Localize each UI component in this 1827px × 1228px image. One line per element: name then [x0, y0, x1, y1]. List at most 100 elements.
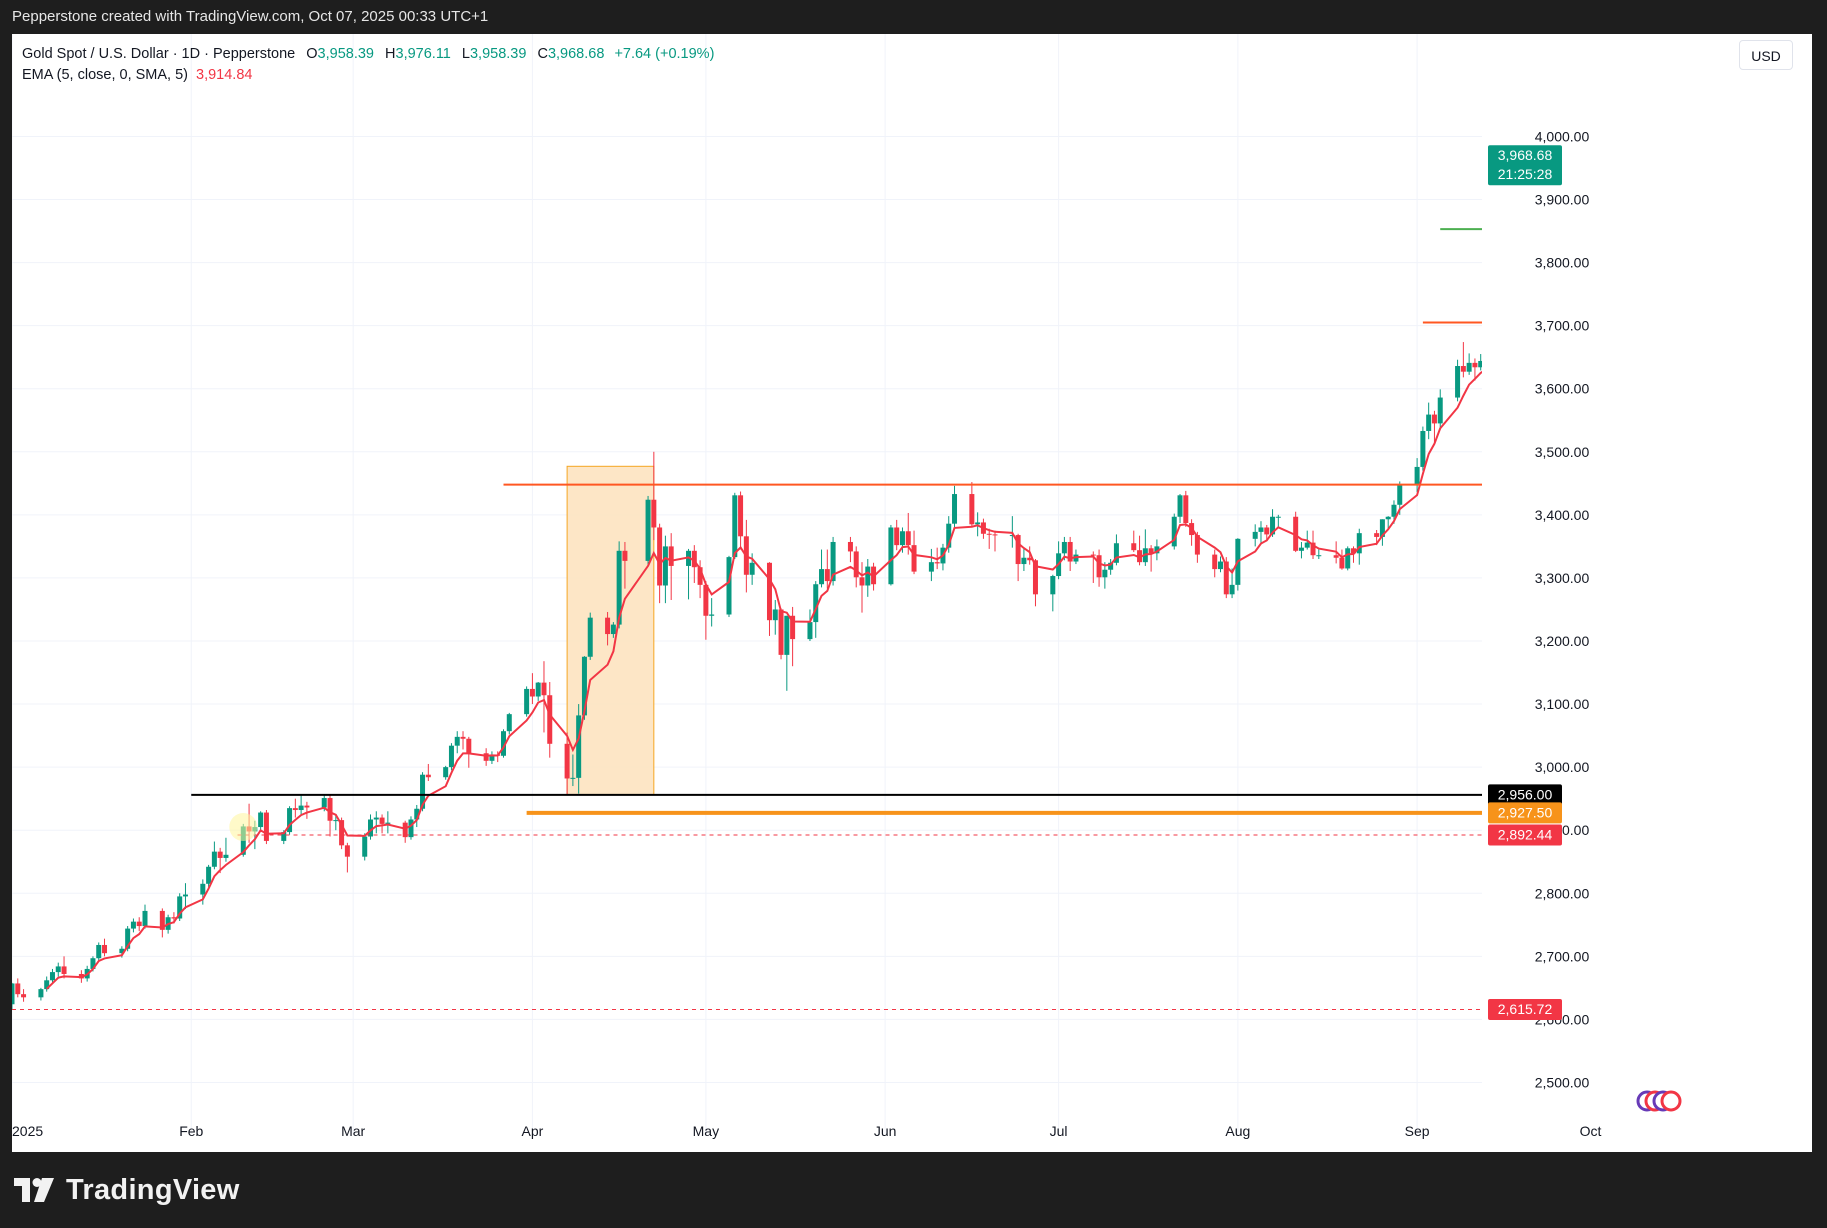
- candle: [986, 528, 992, 549]
- candle-body: [691, 550, 697, 568]
- price-axis-bg: [1482, 34, 1812, 1152]
- axis-price-label-text: 2,615.72: [1498, 1001, 1553, 1017]
- candle-body: [281, 832, 287, 841]
- candle-body: [992, 534, 998, 536]
- candle: [142, 904, 148, 929]
- candle-body: [1391, 504, 1397, 517]
- axis-price-label-bg: [1488, 824, 1562, 846]
- open-value: 3,958.39: [317, 46, 374, 62]
- candle: [610, 622, 616, 638]
- candle: [1466, 353, 1472, 375]
- candle: [1472, 358, 1478, 381]
- candle-body: [1171, 516, 1177, 547]
- candle-body: [1102, 569, 1108, 578]
- candle: [709, 598, 715, 627]
- chart-frame[interactable]: 4,000.00 3,900.00 3,800.00 3,700.00 3,600.00…: [12, 34, 1812, 1152]
- candle-body: [460, 736, 466, 739]
- candle-body: [1108, 562, 1114, 570]
- candle-body: [1293, 516, 1299, 551]
- candle-body: [1298, 547, 1304, 551]
- candle-body: [130, 921, 136, 929]
- candle-body: [182, 894, 188, 897]
- candle: [483, 748, 489, 766]
- tradingview-logo-text: TradingView: [66, 1173, 240, 1206]
- candle-body: [217, 851, 223, 858]
- candle: [570, 754, 576, 787]
- candle-body: [847, 541, 853, 552]
- candle-body: [1472, 362, 1478, 368]
- candle: [1426, 402, 1432, 440]
- candle: [211, 841, 217, 870]
- candle: [1460, 342, 1466, 378]
- event-flag: [1660, 1090, 1682, 1112]
- candle: [1414, 458, 1420, 493]
- candle-body: [206, 866, 212, 884]
- candle-body: [38, 989, 44, 998]
- price-tick-label: 2,800.00: [1535, 885, 1590, 901]
- candle: [1455, 359, 1461, 402]
- price-tick-label: 2,700.00: [1535, 948, 1590, 964]
- candle: [541, 661, 547, 733]
- tradingview-logo[interactable]: TradingView: [14, 1171, 240, 1209]
- candle: [55, 962, 61, 977]
- candle-body: [824, 569, 830, 582]
- candle-body: [258, 812, 264, 828]
- candle-body: [333, 820, 339, 822]
- candle: [952, 485, 958, 528]
- ohlc-row: Gold Spot / U.S. Dollar · 1D · Peppersto…: [22, 44, 714, 65]
- candle-body: [373, 817, 379, 820]
- candle-body: [15, 983, 21, 995]
- candle-body: [344, 845, 350, 857]
- candle-body: [645, 499, 651, 561]
- price-tick-label: 3,000.00: [1535, 759, 1590, 775]
- candle-body: [1223, 561, 1229, 595]
- candle-body: [1067, 541, 1073, 562]
- candle-body: [819, 569, 825, 585]
- candle: [362, 833, 368, 861]
- candle-body: [483, 753, 489, 761]
- candle: [1102, 562, 1108, 589]
- price-chart[interactable]: 4,000.00 3,900.00 3,800.00 3,700.00 3,600.00…: [12, 34, 1812, 1152]
- candle-body: [934, 562, 940, 564]
- currency-button[interactable]: USD: [1739, 40, 1793, 70]
- ema-label: EMA (5, close, 0, SMA, 5): [22, 67, 188, 83]
- candle-body: [1426, 414, 1432, 431]
- candle-body: [772, 609, 778, 621]
- candle-body: [1131, 543, 1137, 551]
- candle-body: [969, 494, 975, 525]
- candle: [1293, 511, 1299, 553]
- candle-body: [304, 805, 310, 808]
- candle: [466, 736, 472, 768]
- candle: [651, 451, 657, 541]
- candle-body: [159, 910, 165, 930]
- price-tick-label: 3,200.00: [1535, 633, 1590, 649]
- high-value: 3,976.11: [395, 46, 451, 62]
- candle-body: [136, 921, 142, 927]
- time-tick-label: May: [693, 1123, 719, 1139]
- candle-body: [171, 917, 177, 919]
- candle: [1275, 514, 1281, 528]
- axis-price-label: 2,956.00: [1488, 784, 1562, 806]
- candle-body: [49, 972, 55, 981]
- candle-body: [142, 910, 148, 927]
- axis-price-label-bg: [1488, 145, 1562, 186]
- candle: [1148, 545, 1154, 572]
- candle-body: [443, 767, 449, 778]
- candle-body: [894, 527, 900, 546]
- candle: [1298, 541, 1304, 559]
- candle-body: [1345, 548, 1351, 569]
- candle: [645, 495, 651, 566]
- axis-price-label: 2,892.44: [1488, 824, 1562, 846]
- candle: [662, 535, 668, 604]
- high-label: H: [385, 46, 396, 62]
- axis-price-label-text: 2,927.50: [1498, 804, 1553, 820]
- candle: [339, 817, 345, 850]
- candle: [1379, 519, 1385, 546]
- candle: [1218, 556, 1224, 573]
- candle: [1131, 530, 1137, 553]
- candle: [703, 581, 709, 640]
- time-tick-label: Jun: [874, 1123, 897, 1139]
- candle: [529, 673, 535, 705]
- time-axis: 2025 Feb Mar Apr May Jun Jul Aug Sep Oct: [12, 1123, 1602, 1139]
- candle: [865, 559, 871, 597]
